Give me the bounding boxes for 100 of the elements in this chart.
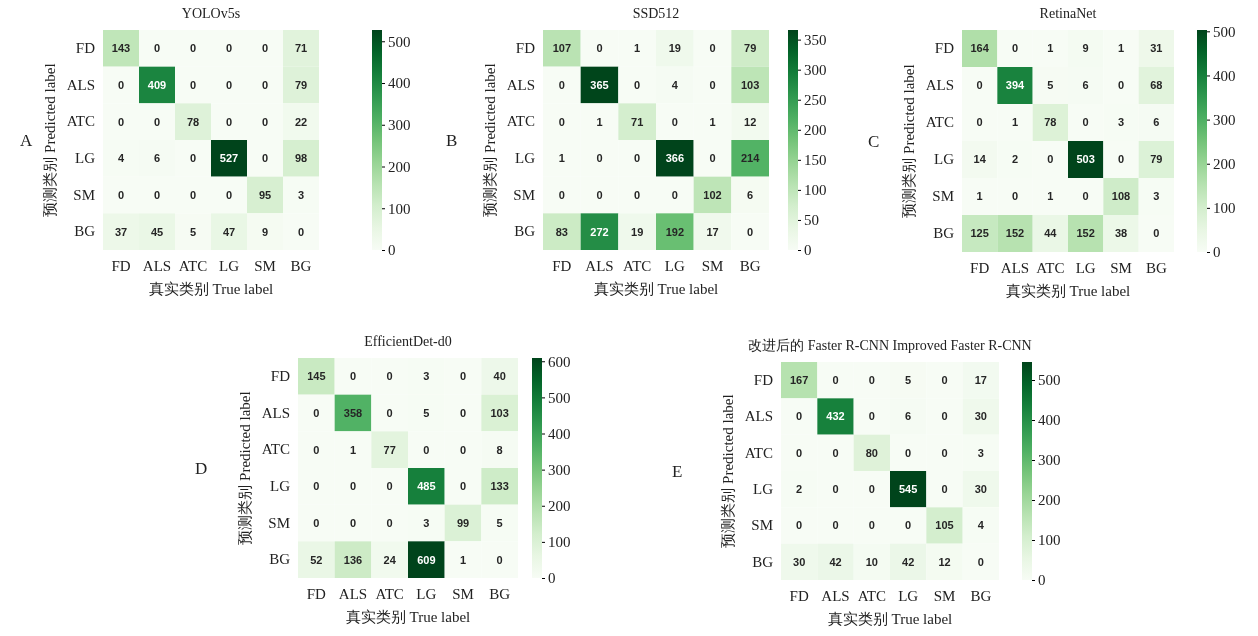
chart-title: 改进后的 Faster R-CNN Improved Faster R-CNN <box>748 338 1032 353</box>
x-tick-label: LG <box>664 257 685 274</box>
data-label: 42 <box>829 555 842 568</box>
data-label: 164 <box>970 42 990 55</box>
color-bar-label: 500 <box>1038 372 1061 389</box>
y-tick-label: LG <box>934 151 955 168</box>
y-axis-title: 预测类别 Predicted label <box>901 64 917 218</box>
data-label: 0 <box>796 446 803 459</box>
data-label: 0 <box>459 370 467 383</box>
color-bar-label: 400 <box>1213 67 1236 84</box>
data-label: 0 <box>796 410 803 423</box>
data-label: 152 <box>1005 227 1025 240</box>
chart-title: YOLOv5s <box>181 6 241 21</box>
chart-title: EfficientDet-d0 <box>364 334 452 349</box>
data-label: 1 <box>634 42 641 55</box>
data-label: 1 <box>349 443 357 456</box>
data-label: 45 <box>150 225 164 238</box>
y-axis-title: 预测类别 Predicted label <box>237 391 253 545</box>
data-label: 71 <box>294 42 308 55</box>
data-label: 3 <box>1117 116 1125 129</box>
x-tick-label: BG <box>970 587 992 604</box>
data-label: 12 <box>938 555 951 568</box>
data-label: 192 <box>665 225 685 238</box>
data-label: 0 <box>117 115 125 128</box>
color-bar-label: 300 <box>804 61 827 78</box>
data-label: 0 <box>153 115 161 128</box>
y-tick-label: BG <box>74 223 96 240</box>
data-label: 0 <box>261 152 269 165</box>
data-label: 0 <box>977 555 984 568</box>
data-label: 0 <box>189 152 197 165</box>
color-bar-label: 200 <box>548 498 571 515</box>
data-label: 78 <box>1044 116 1057 129</box>
data-label: 40 <box>493 370 506 383</box>
data-label: 83 <box>555 225 568 238</box>
data-label: 38 <box>1114 227 1128 240</box>
color-bar-label: 500 <box>388 33 411 50</box>
data-label: 9 <box>1082 42 1089 55</box>
data-label: 2 <box>796 483 803 496</box>
data-label: 0 <box>634 152 641 165</box>
text: A <box>20 131 33 150</box>
text: D <box>195 459 208 478</box>
data-label: 0 <box>868 410 875 423</box>
data-label: 136 <box>343 553 363 566</box>
y-tick-label: FD <box>515 40 536 57</box>
data-label: 19 <box>668 42 681 55</box>
y-tick-label: FD <box>753 371 774 388</box>
color-bar-label: 350 <box>804 31 827 48</box>
data-label: 0 <box>868 519 875 532</box>
y-tick-label: SM <box>513 186 535 203</box>
data-label: 99 <box>456 516 470 529</box>
data-label: 0 <box>225 78 233 91</box>
y-tick-label: BG <box>752 553 774 570</box>
data-label: 0 <box>1082 116 1089 129</box>
data-label: 5 <box>1047 79 1054 92</box>
data-label: 0 <box>297 225 305 238</box>
data-label: 0 <box>941 446 948 459</box>
x-axis-title: 真实类别 True label <box>345 609 471 625</box>
data-label: 1 <box>1011 116 1019 129</box>
data-label: 1 <box>596 115 603 128</box>
x-axis-title: 真实类别 True label <box>593 281 719 297</box>
data-label: 609 <box>417 553 436 566</box>
data-label: 527 <box>219 152 239 165</box>
data-label: 0 <box>496 553 503 566</box>
color-bar-label: 100 <box>548 534 571 551</box>
data-label: 1 <box>558 152 565 165</box>
data-label: 0 <box>671 188 678 201</box>
chart-title: SSD512 <box>632 6 680 21</box>
data-label: 0 <box>189 188 197 201</box>
data-label: 214 <box>740 152 761 165</box>
data-label: 0 <box>1082 190 1089 203</box>
color-bar-label: 300 <box>1213 111 1236 128</box>
y-tick-label: BG <box>269 551 291 568</box>
data-label: 503 <box>1076 153 1095 166</box>
y-axis-title: 预测类别 Predicted label <box>482 63 498 217</box>
data-label: 103 <box>740 78 760 91</box>
x-tick-label: ALS <box>1000 259 1030 276</box>
data-label: 0 <box>459 480 467 493</box>
data-label: 1 <box>976 190 983 203</box>
x-tick-label: FD <box>970 259 990 276</box>
y-tick-label: FD <box>75 40 96 57</box>
data-label: 0 <box>189 42 197 55</box>
data-label: 145 <box>307 370 326 383</box>
data-label: 409 <box>147 78 167 91</box>
data-label: 0 <box>189 78 197 91</box>
data-label: 0 <box>1117 153 1125 166</box>
data-label: 0 <box>941 374 948 387</box>
y-tick-label: LG <box>515 150 536 167</box>
data-label: 0 <box>832 519 839 532</box>
data-label: 0 <box>386 406 393 419</box>
y-tick-label: SM <box>751 517 773 534</box>
data-label: 52 <box>310 553 323 566</box>
data-label: 6 <box>1082 79 1089 92</box>
data-label: 0 <box>558 188 565 201</box>
data-label: 4 <box>977 519 985 532</box>
data-label: 0 <box>1047 153 1054 166</box>
data-label: 5 <box>905 374 912 387</box>
color-bar-label: 100 <box>804 182 827 199</box>
data-label: 125 <box>970 227 989 240</box>
data-label: 0 <box>596 188 603 201</box>
data-label: 0 <box>832 374 839 387</box>
